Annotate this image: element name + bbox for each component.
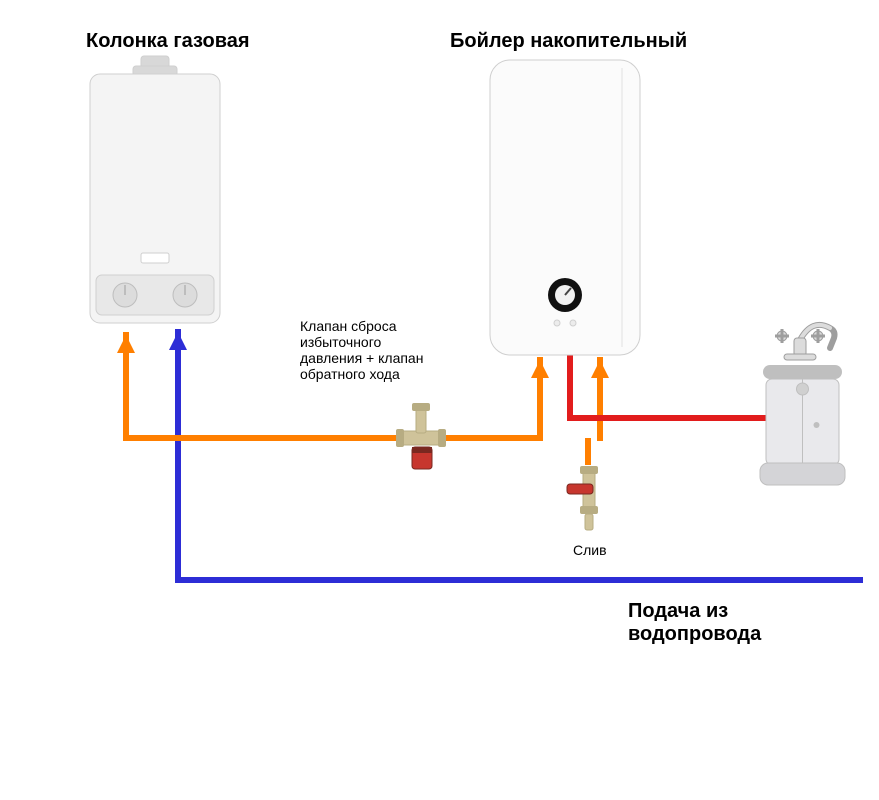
label-boiler: Бойлер накопительный <box>450 30 687 53</box>
diagram-canvas <box>0 0 879 800</box>
gas-heater-icon <box>90 56 220 323</box>
boiler-icon <box>490 60 640 355</box>
pipe-cold <box>178 332 860 580</box>
label-gas-heater: Колонка газовая <box>86 30 250 53</box>
drain-valve-icon <box>567 466 598 530</box>
shower-cabin-icon <box>760 365 845 485</box>
label-supply: Подача из водопровода <box>628 600 761 646</box>
label-drain: Слив <box>573 542 607 558</box>
relief-valve-icon <box>396 403 446 469</box>
faucet-icon <box>775 325 835 360</box>
label-valve-note: Клапан сброса избыточного давления + кла… <box>300 318 423 382</box>
